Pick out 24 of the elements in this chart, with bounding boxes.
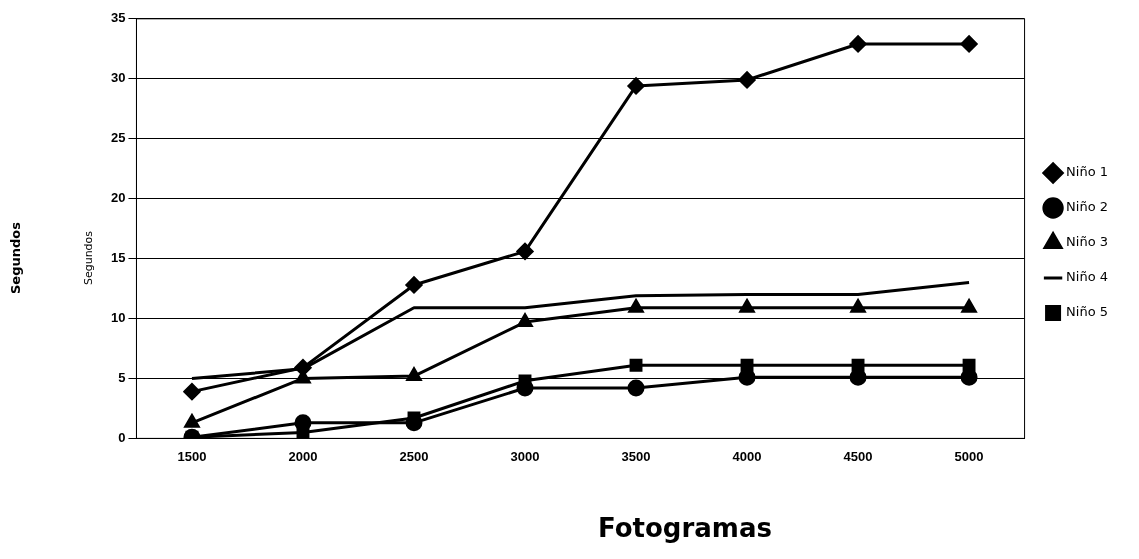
legend-label: Niño 4 (1066, 269, 1108, 285)
legend-label: Niño 5 (1066, 304, 1108, 320)
y-tick-label: 30 (110, 70, 126, 86)
y-tick-label: 15 (110, 250, 126, 266)
legend-label: Niño 1 (1066, 164, 1108, 180)
x-tick-label: 5000 (954, 448, 984, 464)
x-tick-label: 2000 (288, 448, 318, 464)
y-tick-label: 5 (118, 370, 126, 386)
x-tick-label: 1500 (177, 448, 207, 464)
y-tick-label: 25 (110, 130, 126, 146)
legend-label: Niño 2 (1066, 199, 1108, 215)
x-tick-label: 4500 (843, 448, 873, 464)
text: Segundos (8, 222, 23, 294)
legend-label: Niño 3 (1066, 234, 1108, 250)
x-axis-title: Fotogramas (598, 513, 772, 543)
y-tick-label: 35 (110, 10, 126, 26)
x-tick-label: 3000 (510, 448, 540, 464)
x-tick-label: 2500 (399, 448, 429, 464)
x-tick-label: 3500 (621, 448, 651, 464)
y-tick-label: 20 (110, 190, 126, 206)
y-tick-label: 0 (118, 429, 126, 445)
y-axis-title: Segundos (82, 230, 95, 286)
y-tick-label: 10 (110, 310, 126, 326)
x-tick-label: 4000 (732, 448, 762, 464)
